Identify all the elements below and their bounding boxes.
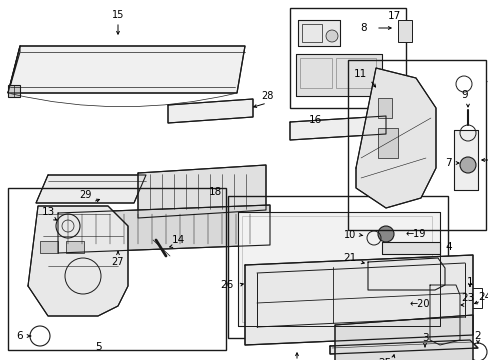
Polygon shape xyxy=(289,116,385,140)
Text: 15: 15 xyxy=(112,10,124,20)
Bar xyxy=(289,8,405,108)
Polygon shape xyxy=(297,20,339,46)
Bar xyxy=(8,85,20,97)
Bar xyxy=(453,130,477,190)
Text: 24: 24 xyxy=(477,292,488,302)
Polygon shape xyxy=(355,68,435,208)
Text: 28: 28 xyxy=(260,91,273,101)
Text: 3: 3 xyxy=(421,333,427,343)
Text: 27: 27 xyxy=(112,257,124,267)
Text: 5: 5 xyxy=(95,342,101,352)
Bar xyxy=(302,24,321,42)
Text: 16: 16 xyxy=(308,115,321,125)
Polygon shape xyxy=(381,242,439,254)
Text: 14: 14 xyxy=(171,235,184,245)
Bar xyxy=(297,302,325,318)
Polygon shape xyxy=(8,46,244,93)
Text: 18: 18 xyxy=(208,187,222,197)
Bar xyxy=(242,216,431,322)
Bar xyxy=(295,54,381,96)
Text: 17: 17 xyxy=(386,11,400,21)
Polygon shape xyxy=(168,99,252,123)
Text: 21: 21 xyxy=(343,253,356,263)
Text: 10: 10 xyxy=(343,230,355,240)
Text: 1: 1 xyxy=(466,277,472,287)
Polygon shape xyxy=(238,212,439,326)
Polygon shape xyxy=(453,130,477,190)
Bar xyxy=(40,241,58,253)
Polygon shape xyxy=(329,340,477,354)
Text: ←6: ←6 xyxy=(486,77,488,87)
Text: 25: 25 xyxy=(378,358,391,360)
Text: 9: 9 xyxy=(461,90,468,100)
Polygon shape xyxy=(58,205,269,253)
Polygon shape xyxy=(334,315,472,360)
Bar xyxy=(469,288,481,308)
Bar xyxy=(66,241,84,253)
Polygon shape xyxy=(375,294,399,312)
Text: 29: 29 xyxy=(79,190,91,200)
Bar xyxy=(227,196,447,338)
Bar xyxy=(335,58,375,88)
Polygon shape xyxy=(138,165,265,218)
Text: 11: 11 xyxy=(353,69,366,79)
Circle shape xyxy=(459,157,475,173)
Text: 7: 7 xyxy=(444,158,450,168)
Text: 2: 2 xyxy=(474,331,480,341)
Text: 26: 26 xyxy=(220,280,233,290)
Bar xyxy=(377,98,391,118)
Text: ←19: ←19 xyxy=(405,229,426,239)
Circle shape xyxy=(377,226,393,242)
Polygon shape xyxy=(429,285,459,345)
Polygon shape xyxy=(244,255,472,345)
Text: 8: 8 xyxy=(360,23,366,33)
Polygon shape xyxy=(36,175,146,203)
Bar xyxy=(397,20,411,42)
Text: 6: 6 xyxy=(17,331,23,341)
Text: 23: 23 xyxy=(461,293,474,303)
Polygon shape xyxy=(8,46,20,93)
Polygon shape xyxy=(367,258,444,290)
Text: 13: 13 xyxy=(41,207,55,217)
Bar xyxy=(347,60,485,230)
Bar xyxy=(8,188,225,350)
Circle shape xyxy=(325,30,337,42)
Text: 4: 4 xyxy=(445,242,451,252)
Text: ←20: ←20 xyxy=(409,299,429,309)
Bar xyxy=(377,128,397,158)
Bar xyxy=(381,242,439,254)
Polygon shape xyxy=(28,206,128,316)
Bar xyxy=(297,20,339,46)
Bar xyxy=(299,58,331,88)
Polygon shape xyxy=(295,54,381,96)
